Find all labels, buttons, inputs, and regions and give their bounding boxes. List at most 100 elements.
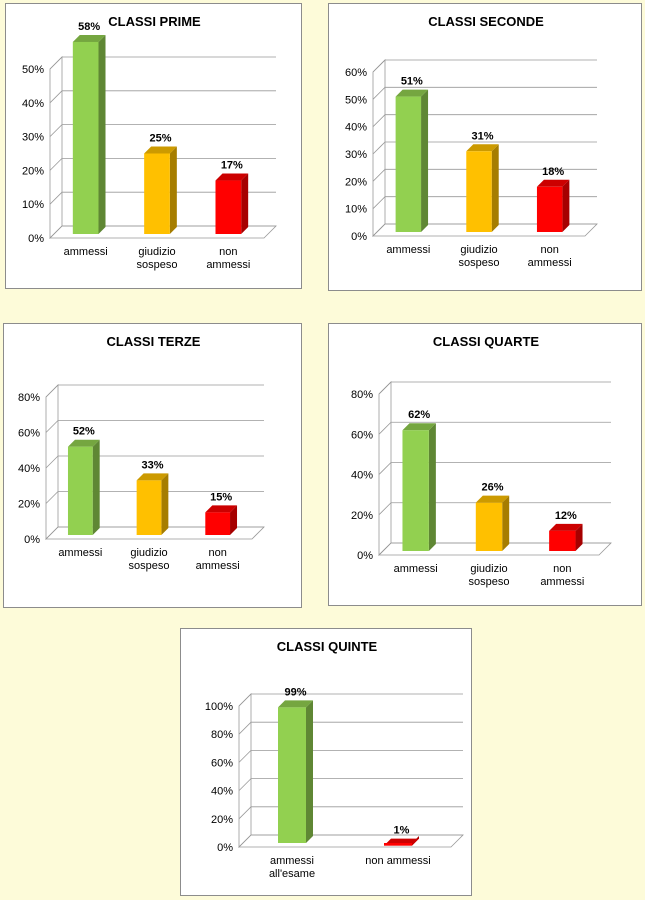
y-tick-label: 30% xyxy=(22,132,44,144)
grid-line xyxy=(45,526,264,540)
grid-line xyxy=(45,384,264,398)
x-tick-label: ammessi xyxy=(58,547,103,559)
x-tick-label: giudizio sospeso xyxy=(136,246,178,271)
grid-line xyxy=(238,806,463,820)
grid-line xyxy=(238,693,463,707)
x-tick-label: ammessi all'esame xyxy=(268,855,316,880)
chart-title: CLASSI PRIME xyxy=(108,14,201,29)
grid-line xyxy=(45,420,264,433)
y-tick-label: 0% xyxy=(28,233,44,245)
bar-side xyxy=(169,146,177,234)
grid-line xyxy=(238,750,463,763)
chart-title: CLASSI QUARTE xyxy=(433,334,540,349)
grid-line xyxy=(45,455,264,469)
bar xyxy=(67,446,93,535)
chart-panel: CLASSI PRIME 0% 10% 20% 30% 40% 50% 58% 25% 17% am… xyxy=(5,3,302,289)
x-tick-label: non ammessi xyxy=(206,246,251,271)
chart: CLASSI QUINTE 0% 20% 40% 60% 80% 100% 99% 1% xyxy=(205,639,464,854)
value-label: 12% xyxy=(555,510,577,522)
grid-line xyxy=(372,223,597,237)
y-tick-label: 20% xyxy=(18,499,40,511)
bar-top xyxy=(215,173,249,181)
value-label: 52% xyxy=(73,426,95,438)
x-tick-label: ammessi xyxy=(393,563,438,575)
x-tick-label: giudizio sospeso xyxy=(458,244,500,269)
back-wall xyxy=(49,56,63,239)
bar xyxy=(466,151,492,232)
bar xyxy=(215,180,242,234)
grid-line xyxy=(378,462,611,475)
x-tick-label: non ammessi xyxy=(527,244,572,269)
x-tick-label: non ammessi xyxy=(365,855,431,867)
x-tick-label: ammessi xyxy=(63,246,108,258)
y-tick-label: 20% xyxy=(345,176,367,188)
x-tick-label: non ammessi xyxy=(540,563,585,588)
bar-top xyxy=(205,505,238,513)
y-tick-label: 10% xyxy=(345,204,367,216)
bar xyxy=(136,480,162,535)
y-tick-label: 0% xyxy=(24,534,40,546)
grid-line xyxy=(372,168,597,182)
bar-side xyxy=(562,179,570,232)
value-label: 62% xyxy=(408,409,430,421)
chart: CLASSI TERZE 0% 20% 40% 60% 80% 52% 33% 15% xyxy=(18,334,265,546)
chart: CLASSI QUARTE 0% 20% 40% 60% 80% 62% 26% 12% xyxy=(351,334,612,562)
y-tick-label: 20% xyxy=(22,165,44,177)
y-tick-label: 10% xyxy=(22,199,44,211)
y-tick-label: 80% xyxy=(211,729,233,741)
grid-line xyxy=(238,834,463,848)
grid-line xyxy=(45,491,264,504)
bar-side xyxy=(230,505,238,535)
bar-side xyxy=(502,495,510,551)
bar-top xyxy=(475,495,510,503)
chart-panel: CLASSI TERZE 0% 20% 40% 60% 80% 52% 33% 15% ammes… xyxy=(3,323,302,608)
bar xyxy=(536,186,563,232)
value-label: 99% xyxy=(284,686,306,698)
value-label: 17% xyxy=(221,160,243,172)
grid-line xyxy=(378,502,611,516)
value-label: 31% xyxy=(471,130,493,142)
grid-line xyxy=(372,59,597,73)
x-tick-label: ammessi xyxy=(386,244,431,256)
chart-panel: CLASSI QUARTE 0% 20% 40% 60% 80% 62% 26% 12% amme… xyxy=(328,323,642,606)
y-tick-label: 60% xyxy=(18,428,40,440)
grid-line xyxy=(238,721,463,735)
bar-top xyxy=(144,146,177,154)
chart-title: CLASSI QUINTE xyxy=(277,639,378,654)
bar-side xyxy=(92,439,100,535)
y-tick-label: 50% xyxy=(345,94,367,106)
grid-line xyxy=(378,421,611,435)
grid-line xyxy=(49,191,276,205)
bar-top xyxy=(549,523,583,531)
x-tick-label: giudizio sospeso xyxy=(128,547,170,572)
bar xyxy=(402,430,429,551)
back-wall xyxy=(238,693,252,848)
y-tick-label: 40% xyxy=(22,98,44,110)
bar-side xyxy=(98,34,106,235)
chart-title: CLASSI SECONDE xyxy=(428,14,544,29)
bar-top xyxy=(395,89,429,97)
bar-side xyxy=(161,473,169,535)
bar xyxy=(475,502,503,551)
grid-line xyxy=(372,86,597,100)
value-label: 26% xyxy=(481,482,503,494)
bar-side xyxy=(306,700,313,843)
bar-side xyxy=(575,523,583,551)
chart-panel: CLASSI SECONDE 0% 10% 20% 30% 40% 50% 60% 51% 31%… xyxy=(328,3,642,291)
y-tick-label: 100% xyxy=(205,701,233,713)
value-label: 18% xyxy=(542,166,564,178)
y-tick-label: 60% xyxy=(211,757,233,769)
bar-top xyxy=(72,34,106,42)
x-tick-label: non ammessi xyxy=(195,547,240,572)
x-tick-label: giudizio sospeso xyxy=(468,563,510,588)
chart-panel: CLASSI QUINTE 0% 20% 40% 60% 80% 100% 99% 1% amme… xyxy=(180,628,472,896)
bar xyxy=(549,530,576,551)
chart-title: CLASSI TERZE xyxy=(107,334,201,349)
y-tick-label: 40% xyxy=(345,122,367,134)
grid-line xyxy=(372,141,597,155)
value-label: 33% xyxy=(141,459,163,471)
value-label: 58% xyxy=(78,21,100,33)
bar-side xyxy=(241,173,249,234)
grid-line xyxy=(49,90,276,104)
